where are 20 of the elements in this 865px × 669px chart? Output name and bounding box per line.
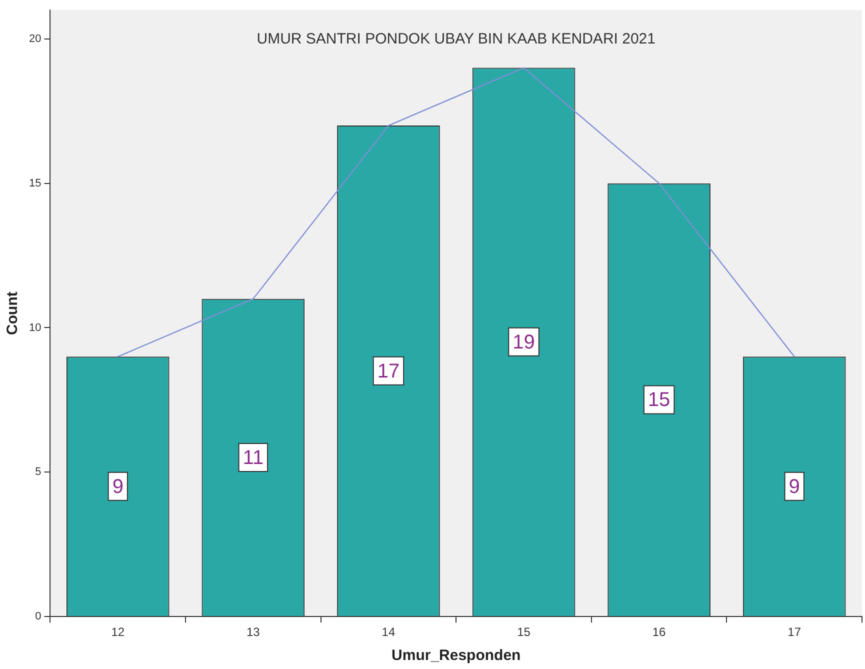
y-axis-title: Count — [4, 292, 22, 335]
y-tick-label: 0 — [35, 610, 42, 623]
data-label: 9 — [788, 476, 800, 498]
x-tick-label: 16 — [652, 625, 666, 640]
data-label: 9 — [112, 476, 124, 498]
y-tick-label: 5 — [35, 466, 42, 478]
text: UMUR SANTRI PONDOK UBAY BIN KAAB KENDARI 2021 — [256, 30, 656, 48]
x-tick-label: 15 — [517, 625, 531, 640]
y-tick-label: 10 — [28, 322, 42, 334]
x-axis-title: Umur_Responden — [392, 647, 521, 664]
y-tick-label: 15 — [28, 177, 42, 190]
data-label: 17 — [377, 360, 400, 382]
y-tick-label: 20 — [28, 32, 42, 45]
data-label: 11 — [242, 446, 264, 469]
x-tick-label: 13 — [246, 625, 260, 640]
x-tick-label: 12 — [111, 625, 125, 640]
data-label: 15 — [648, 389, 670, 412]
data-label: 19 — [512, 331, 535, 354]
x-tick-label: 17 — [788, 625, 802, 640]
x-tick-label: 14 — [382, 625, 396, 640]
